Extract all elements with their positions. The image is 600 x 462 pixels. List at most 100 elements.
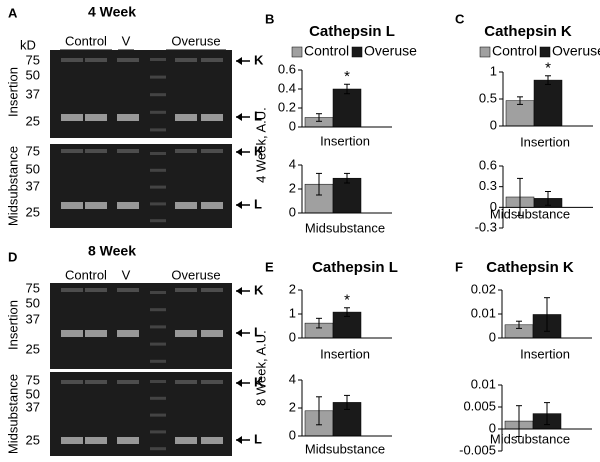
legend-label: Control [492,43,537,59]
arrow-head [236,201,242,209]
y-tick-label: 0 [289,118,296,133]
unit-label: kD [20,37,36,52]
y-tick-label: 0.4 [278,80,296,95]
ladder-band [150,342,166,346]
gel-band [201,380,223,384]
band-label: K [254,52,264,67]
marker-label: 75 [26,280,40,295]
legend-swatch [479,46,491,58]
y-tick-label: 0 [289,329,296,344]
gel-band [117,380,139,384]
ladder-band [150,110,166,114]
y-tick-label: 0.6 [278,61,296,76]
y-tick-label: 4 [289,371,296,386]
legend-swatch [291,46,303,58]
group-label: Control [65,267,107,282]
gel-band [117,149,139,153]
gel-band [175,437,197,444]
y-tick-label: 0.01 [471,376,496,391]
y-tick-label: 2 [289,180,296,195]
y-tick-label: 0.6 [479,157,497,172]
gel-band [117,437,139,444]
band-label: L [254,324,262,339]
gel-band [201,330,223,337]
arrow-head [236,148,242,156]
gel-band [85,288,107,292]
y-tick-label: 0.02 [471,281,496,296]
y-axis-label: 8 Week, A.U. [253,330,268,406]
gel-band [61,288,83,292]
marker-label: 25 [26,204,40,219]
legend-label: Control [304,43,349,59]
legend-label: Overuse [552,43,600,59]
y-tick-label: 0.2 [278,99,296,114]
arrow-head [236,379,242,387]
gel-band [117,288,139,292]
y-tick-label: 0 [489,420,496,435]
ladder-band [150,128,166,132]
gel-band [175,149,197,153]
gel-band [201,437,223,444]
gel-band [175,202,197,209]
y-tick-label: 0.005 [463,398,496,413]
arrow-head [236,287,242,295]
gel-band [61,380,83,384]
row-label: Midsubstance [5,374,20,454]
marker-label: 50 [26,161,40,176]
x-axis-label: Insertion [520,346,570,361]
arrow-head [236,436,242,444]
gel-band [175,58,197,62]
y-axis-label: 4 Week, A.U. [253,107,268,183]
significance-mark: * [344,68,350,85]
legend-swatch [351,46,363,58]
gel-image [50,283,232,369]
chart-title: Cathepsin K [484,23,572,40]
gel-band [175,114,197,121]
gel-band [175,330,197,337]
ladder-band [150,93,166,97]
gel-band [85,380,107,384]
gel-band [85,437,107,444]
gel-band [201,114,223,121]
gel-band [85,149,107,153]
ladder-band [150,413,166,417]
marker-label: 50 [26,386,40,401]
marker-label: 25 [26,113,40,128]
marker-label: 50 [26,295,40,310]
marker-label: 37 [26,178,40,193]
ladder-band [150,359,166,363]
y-tick-label: 1 [490,63,497,78]
gel-band [201,58,223,62]
ladder-band [150,152,166,155]
y-tick-label: 4 [289,156,296,171]
marker-label: 37 [26,311,40,326]
legend-swatch [539,46,551,58]
chart-title: Cathepsin K [486,259,574,276]
chart-title: Cathepsin L [309,23,395,40]
group-label: Overuse [171,33,220,48]
arrow-head [236,57,242,65]
band-label: L [254,431,262,446]
x-axis-label: Insertion [320,133,370,148]
marker-label: 75 [26,372,40,387]
legend-label: Overuse [364,43,417,59]
x-axis-label: Midsubstance [490,431,570,446]
group-label: V [122,267,131,282]
y-tick-label: 0 [289,427,296,442]
gel-band [85,202,107,209]
ladder-band [150,185,166,189]
y-tick-label: 0.5 [479,90,497,105]
band-label: L [254,196,262,211]
chart-title: Cathepsin L [312,259,398,276]
y-tick-label: 0.3 [479,178,497,193]
ladder-band [150,430,166,434]
y-tick-label: 0 [490,117,497,132]
gel-band [117,330,139,337]
gel-band [117,114,139,121]
bar [533,79,563,127]
y-tick-label: 0 [489,329,496,344]
ladder-band [150,168,166,172]
gel-band [175,288,197,292]
x-axis-label: Midsubstance [305,220,385,235]
row-label: Midsubstance [5,146,20,226]
